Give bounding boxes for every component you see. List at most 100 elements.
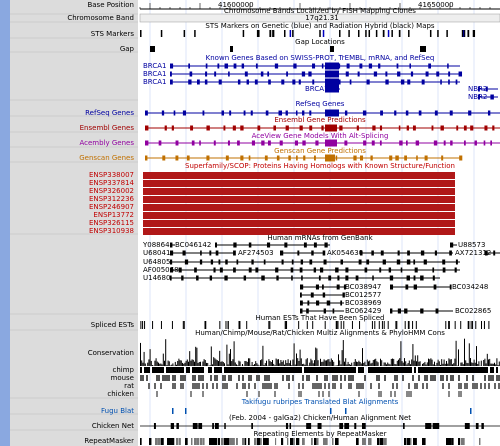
cons-bar xyxy=(393,358,395,366)
sts-marker xyxy=(348,30,350,37)
track-label[interactable]: RefSeq Genes xyxy=(85,109,134,117)
exon xyxy=(363,140,367,146)
align-block xyxy=(490,375,492,381)
align-block xyxy=(192,383,194,389)
cons-bar xyxy=(171,364,173,366)
track-label[interactable]: Genscan Genes xyxy=(79,154,134,162)
align-block xyxy=(302,375,304,381)
band-label: 17q21.31 xyxy=(305,14,338,22)
align-block xyxy=(380,391,382,397)
exon xyxy=(281,259,284,265)
repeat-block xyxy=(236,438,238,445)
exon xyxy=(370,155,373,161)
cons-bar xyxy=(497,365,499,366)
align-block xyxy=(412,375,414,381)
align-block xyxy=(430,375,432,381)
track-title: RefSeq Genes xyxy=(296,100,345,108)
exon xyxy=(218,79,222,85)
exon xyxy=(405,110,409,116)
exon xyxy=(255,63,258,69)
est-tick xyxy=(387,321,389,329)
align-block xyxy=(190,391,192,397)
exon xyxy=(318,275,321,281)
align-block xyxy=(442,383,444,389)
align-block xyxy=(318,383,320,389)
exon xyxy=(449,250,452,256)
align-block xyxy=(284,367,286,373)
align-block xyxy=(460,391,462,397)
align-block xyxy=(236,383,238,389)
exon xyxy=(205,63,208,69)
align-block xyxy=(322,391,324,397)
track-label[interactable]: Conservation xyxy=(88,349,134,357)
cons-bar xyxy=(341,350,343,366)
net-block xyxy=(347,423,349,429)
exon xyxy=(362,110,367,116)
align-block xyxy=(228,367,230,373)
cons-bar xyxy=(177,360,179,366)
track-label[interactable]: Fugu Blat xyxy=(101,407,134,415)
cons-bar xyxy=(204,360,206,366)
exon xyxy=(206,155,210,161)
track-label[interactable]: Acembly Genes xyxy=(79,139,134,147)
exon xyxy=(303,155,306,161)
exon xyxy=(241,63,245,69)
cons-bar xyxy=(261,359,263,366)
cons-bar xyxy=(392,358,393,366)
align-block xyxy=(492,375,494,381)
gene-label: BRCA1 xyxy=(305,85,328,93)
repeat-block xyxy=(260,438,262,445)
align-block xyxy=(174,383,176,389)
exon xyxy=(246,79,249,85)
align-block xyxy=(226,383,228,389)
exon xyxy=(311,250,314,256)
exon xyxy=(280,250,284,256)
sts-marker xyxy=(467,30,470,37)
track-label[interactable]: Chicken Net xyxy=(92,422,134,430)
align-block xyxy=(392,383,394,389)
align-block xyxy=(440,375,442,381)
repeat-block xyxy=(458,438,461,445)
exon xyxy=(278,110,282,116)
exon xyxy=(175,155,179,161)
align-block xyxy=(222,383,224,389)
exon xyxy=(343,284,346,290)
repeat-block xyxy=(287,438,289,445)
cons-bar xyxy=(443,359,445,366)
cons-bar xyxy=(388,363,390,366)
track-label[interactable]: STS Markers xyxy=(91,30,135,38)
cons-bar xyxy=(386,364,387,366)
cons-bar xyxy=(473,359,475,366)
cons-bar xyxy=(140,342,141,366)
exon xyxy=(379,125,383,131)
align-block xyxy=(370,367,372,373)
align-block xyxy=(356,383,358,389)
cons-bar xyxy=(288,363,290,366)
track-label[interactable]: RepeatMasker xyxy=(84,437,134,445)
track-label[interactable]: Gap xyxy=(120,45,135,53)
track-label[interactable]: Spliced ESTs xyxy=(91,321,135,329)
cons-bar xyxy=(348,363,350,366)
cons-bar xyxy=(441,359,443,366)
align-block xyxy=(260,367,262,373)
repeat-block xyxy=(290,438,294,445)
band-bar xyxy=(139,13,500,23)
exon xyxy=(406,259,411,265)
cons-bar xyxy=(192,359,194,366)
mrna-label: BC046142 xyxy=(175,241,211,249)
align-block xyxy=(292,367,294,373)
cons-bar xyxy=(197,362,199,366)
track-label[interactable]: Ensembl Genes xyxy=(80,124,135,132)
align-block xyxy=(230,367,232,373)
cons-bar xyxy=(444,363,446,366)
net-block xyxy=(153,423,156,429)
cons-bar xyxy=(244,361,246,366)
est-tick xyxy=(454,321,456,329)
track-label[interactable]: Base Position xyxy=(87,1,134,9)
cons-bar xyxy=(464,338,465,366)
track-label[interactable]: Chromosome Band xyxy=(67,14,134,22)
cons-bar xyxy=(260,360,261,366)
align-block xyxy=(438,367,440,373)
cons-bar xyxy=(141,360,143,366)
exon xyxy=(200,250,202,256)
